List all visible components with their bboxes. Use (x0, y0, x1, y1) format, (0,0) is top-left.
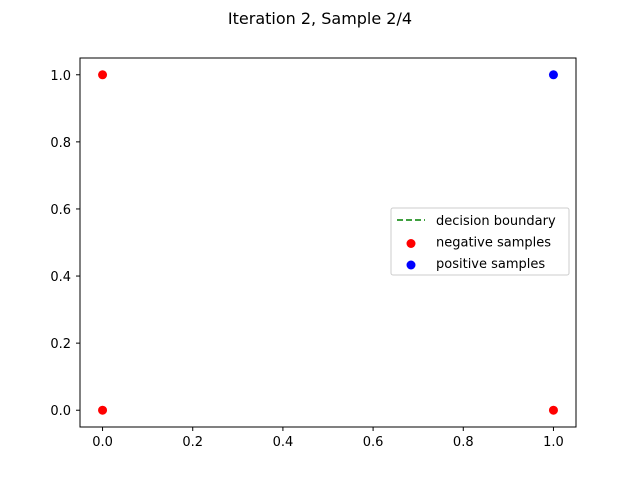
data-point (548, 70, 558, 80)
legend-marker-swatch (406, 239, 416, 248)
legend-marker-swatch (406, 260, 416, 270)
y-tick-label: 0.6 (50, 203, 71, 218)
data-point (98, 70, 108, 80)
plot-area: 0.0 0.2 0.4 0.6 0.8 1.0 0.0 0.2 0.4 0.6 0.8 1.0 (50, 57, 577, 450)
legend-label: positive samples (436, 257, 545, 272)
legend-label: negative samples (436, 236, 551, 251)
y-tick-label: 0.8 (50, 136, 71, 151)
y-tick-label: 0.0 (50, 404, 71, 419)
legend-label: decision boundary (436, 214, 556, 229)
data-point (548, 405, 558, 415)
x-tick-label: 0.8 (453, 435, 474, 450)
chart-title: Iteration 2, Sample 2/4 (228, 9, 412, 28)
x-tick-label: 1.0 (543, 435, 564, 450)
axes-frame (79, 57, 577, 428)
legend: decision boundary negative samples positiv… (390, 207, 570, 276)
x-tick-label: 0.2 (182, 435, 203, 450)
x-tick-label: 0.0 (92, 435, 113, 450)
y-tick-label: 0.2 (50, 337, 71, 352)
x-tick-label: 0.4 (273, 435, 294, 450)
x-tick-label: 0.6 (363, 435, 384, 450)
y-tick-label: 0.4 (50, 270, 71, 285)
y-tick-label: 1.0 (50, 69, 71, 84)
legend-box (390, 207, 570, 276)
data-point (98, 405, 108, 415)
